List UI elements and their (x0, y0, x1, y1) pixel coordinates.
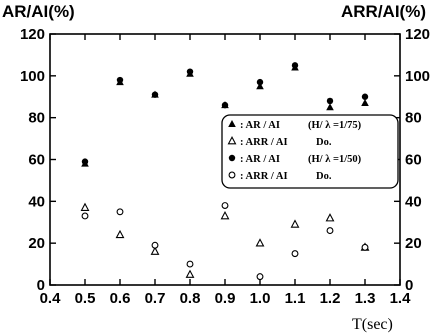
point-open-circle (256, 273, 264, 281)
legend-condition: (H/ λ =1/75) (308, 120, 362, 131)
y-tick-label-right: 0 (405, 277, 413, 294)
point-filled-circle (256, 78, 264, 86)
legend-label: : AR / AI (240, 154, 280, 165)
x-tick-label: 0.9 (215, 290, 236, 307)
point-open-circle (361, 243, 369, 251)
point-filled-triangle (361, 99, 369, 107)
legend-condition: (H/ λ =1/50) (308, 154, 362, 165)
x-tick-label: 0.8 (180, 290, 201, 307)
point-filled-circle (151, 91, 159, 98)
point-open-circle (291, 250, 299, 258)
point-filled-circle (116, 76, 124, 84)
y-tick-label-left: 0 (37, 277, 45, 294)
y-tick-label-left: 40 (28, 193, 45, 210)
point-open-triangle (115, 229, 125, 239)
x-tick-label: 1.0 (250, 290, 271, 307)
x-tick-label: 1.3 (355, 290, 376, 307)
y-tick-label-right: 80 (405, 110, 422, 127)
point-filled-circle (221, 101, 229, 109)
point-open-circle (151, 241, 159, 249)
y-tick-label-left: 80 (28, 110, 45, 127)
legend-marker-filled-triangle (228, 120, 236, 127)
legend-marker-open-triangle (227, 136, 237, 145)
point-filled-triangle (256, 82, 264, 90)
y-tick-label-right: 20 (405, 235, 422, 252)
point-open-circle (81, 212, 89, 220)
point-open-circle (116, 208, 124, 216)
point-open-circle (326, 227, 334, 235)
x-tick-label: 1.4 (390, 290, 412, 307)
point-open-triangle (185, 269, 195, 278)
right-axis-title: ARR/AI(%) (341, 2, 426, 21)
point-open-triangle (80, 202, 90, 211)
y-tick-label-left: 120 (20, 26, 45, 43)
point-open-triangle (290, 219, 300, 228)
point-open-circle (221, 202, 229, 209)
x-tick-label: 0.5 (75, 290, 96, 307)
x-tick-label: 1.2 (320, 290, 341, 307)
x-tick-label: 0.7 (145, 290, 166, 307)
point-filled-circle (361, 93, 369, 100)
y-tick-label-right: 60 (405, 152, 422, 169)
point-filled-circle (81, 158, 89, 165)
legend-box (221, 114, 399, 189)
x-tick-label: 1.1 (285, 290, 306, 307)
x-tick-label: 0.6 (110, 290, 131, 307)
y-tick-label-left: 60 (28, 152, 45, 169)
ticks-layer (49, 33, 401, 286)
y-tick-label-right: 100 (405, 68, 430, 85)
x-tick-label: 0.4 (40, 290, 62, 307)
x-tick-labels: 0.4 0.5 0.6 0.7 0.8 0.9 1.0 1.1 1.2 1.3 1.4 (40, 290, 412, 307)
y-tick-label-left: 100 (20, 68, 45, 85)
point-open-triangle (255, 238, 265, 247)
legend-marker-open-circle (228, 171, 236, 179)
legend-label: : AR / AI (240, 120, 280, 131)
left-axis-title: AR/AI(%) (2, 2, 75, 21)
y-tick-labels-left: 0 20 40 60 80 100 120 (20, 26, 45, 294)
point-open-circle (186, 260, 194, 268)
point-filled-circle (186, 68, 194, 75)
point-filled-triangle (326, 103, 334, 111)
data-markers (80, 62, 370, 281)
y-tick-label-right: 120 (405, 26, 430, 43)
y-tick-labels-right: 0 20 40 60 80 100 120 (405, 26, 430, 294)
point-open-triangle (150, 246, 160, 255)
y-tick-label-right: 40 (405, 193, 422, 210)
legend-label: : ARR / AI (240, 171, 288, 182)
x-axis-title: T(sec) (352, 316, 393, 333)
y-tick-label-left: 20 (28, 235, 45, 252)
point-filled-circle (291, 62, 299, 69)
point-open-triangle (220, 211, 230, 220)
legend-marker-filled-circle (228, 154, 236, 162)
point-open-triangle (325, 213, 335, 222)
point-filled-circle (326, 97, 334, 105)
legend-condition: Do. (316, 137, 332, 148)
legend-label: : ARR / AI (240, 137, 288, 148)
legend-condition: Do. (316, 171, 332, 182)
legend: : AR / AI (H/ λ =1/75) : ARR / AI Do. : AR /… (227, 120, 362, 182)
